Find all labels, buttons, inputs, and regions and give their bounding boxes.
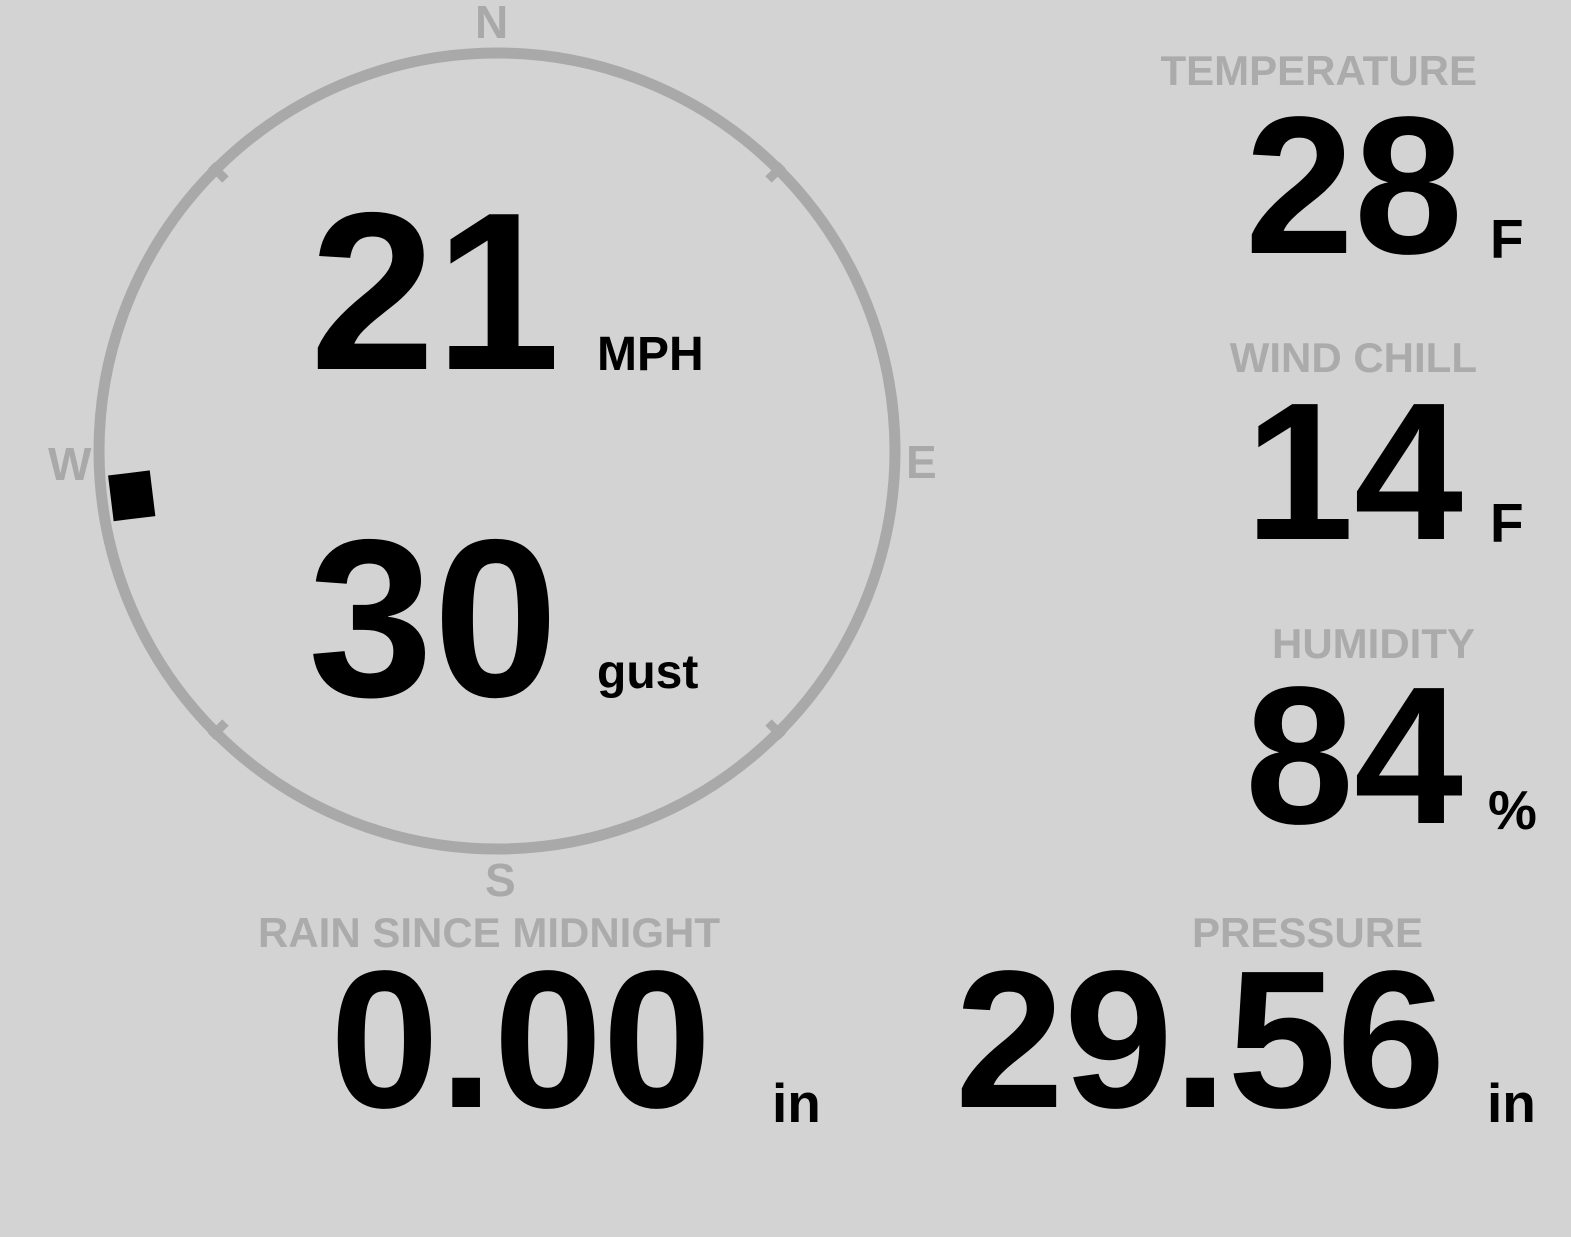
rain-since-midnight-unit: in (772, 1072, 821, 1134)
wind-direction-marker (108, 470, 156, 522)
pressure-label: PRESSURE (1192, 909, 1424, 956)
pressure-value: 29.56 (955, 930, 1446, 1149)
wind-chill-value: 14 (1244, 362, 1463, 581)
compass-south-label: S (485, 854, 516, 906)
wind-gust-value: 30 (308, 492, 559, 744)
tick-northeast (765, 162, 786, 183)
wind-speed-unit: MPH (597, 328, 704, 381)
temperature-value: 28 (1244, 76, 1463, 295)
compass-circle (93, 47, 901, 855)
compass-west-label: W (48, 438, 92, 490)
tick-southeast (765, 719, 786, 740)
tick-southwest (208, 719, 229, 740)
rain-since-midnight-label: RAIN SINCE MIDNIGHT (258, 909, 720, 956)
wind-chill-unit: F (1490, 492, 1524, 554)
humidity-value: 84 (1244, 646, 1463, 865)
compass-intercardinal-ticks (208, 162, 786, 740)
tick-northwest (208, 162, 229, 183)
temperature-label: TEMPERATURE (1160, 47, 1477, 94)
wind-speed-value: 21 (310, 165, 561, 417)
compass-north-label: N (475, 0, 509, 48)
humidity-unit: % (1488, 779, 1537, 841)
temperature-unit: F (1490, 208, 1524, 270)
rain-since-midnight-value: 0.00 (330, 930, 712, 1149)
wind-gust-unit: gust (597, 646, 699, 699)
pressure-unit: in (1487, 1072, 1536, 1134)
humidity-label: HUMIDITY (1272, 620, 1475, 667)
wind-compass-dial (93, 47, 901, 855)
compass-east-label: E (906, 436, 937, 488)
wind-chill-label: WIND CHILL (1229, 334, 1477, 381)
